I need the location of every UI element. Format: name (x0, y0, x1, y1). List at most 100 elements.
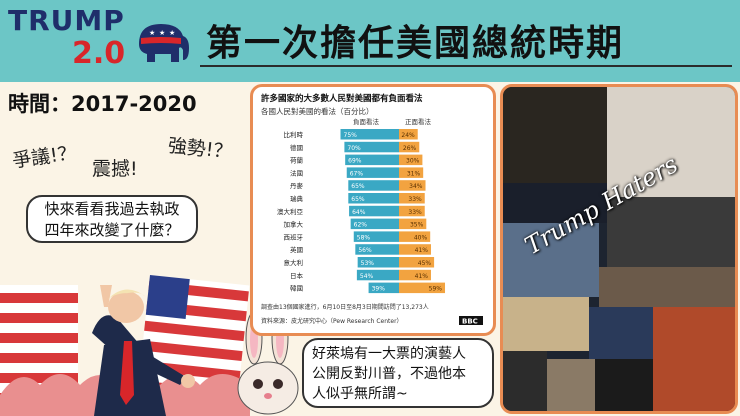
bar-negative (348, 193, 399, 204)
bar-positive (399, 180, 426, 191)
chart-source: 資料來源：皮尤研究中心（Pew Research Center） (261, 317, 403, 325)
bar-negative (346, 167, 399, 178)
bbc-logo (459, 316, 483, 325)
speech-line-2: 四年來改變了什麼？ (44, 221, 180, 239)
pew-opinion-chart: 許多國家的大多數人民對美國都有負面看法 各國人民對美國的看法（百分比） 負面看法… (261, 93, 483, 326)
category-label: 丹麥 (290, 181, 304, 190)
republican-elephant-icon: ★ ★ ★ (139, 24, 189, 62)
chart-card: 許多國家的大多數人民對美國都有負面看法 各國人民對美國的看法（百分比） 負面看法… (250, 84, 496, 336)
category-label: 英國 (290, 245, 303, 254)
bbc-brand: BBC (462, 318, 478, 326)
photo-tile (607, 197, 735, 267)
bar-positive (399, 154, 423, 166)
bar-negative (353, 231, 399, 242)
bar-negative (357, 257, 399, 268)
bar-negative (340, 129, 399, 140)
category-label: 加拿大 (284, 220, 304, 229)
category-label: 日本 (290, 271, 304, 280)
bar-positive (399, 193, 425, 204)
svg-text:★: ★ (159, 29, 165, 37)
svg-text:★: ★ (149, 29, 155, 37)
value-label-positive: 31% (407, 170, 421, 177)
bar-negative (348, 180, 399, 191)
category-label: 澳大利亞 (277, 207, 304, 216)
trump-cartoon-illustration (0, 275, 250, 416)
photo-tile (595, 359, 653, 411)
category-label: 瑞典 (290, 194, 304, 203)
legend-positive: 正面看法 (405, 117, 432, 126)
value-label-negative: 58% (357, 234, 371, 241)
value-label-negative: 39% (372, 286, 386, 293)
value-label-positive: 41% (415, 273, 429, 280)
chart-title: 許多國家的大多數人民對美國都有負面看法 (261, 93, 423, 104)
logo-word: TRUMP (8, 4, 125, 37)
value-label-negative: 65% (351, 183, 365, 190)
speech-bubble: 快來看看我過去執政 四年來改變了什麼？ (26, 195, 198, 243)
title-underline (200, 65, 732, 67)
bar-positive (399, 269, 431, 281)
header-banner (0, 0, 740, 82)
category-label: 法國 (290, 168, 303, 177)
value-label-positive: 59% (429, 286, 443, 293)
bar-negative (355, 244, 399, 255)
logo-version: 2.0 (72, 36, 126, 71)
page-title: 第一次擔任美國總統時期 (206, 23, 625, 64)
photo-tile (503, 183, 607, 223)
value-label-positive: 26% (403, 145, 417, 152)
photo-tile (599, 267, 735, 307)
photo-tile (653, 307, 735, 411)
photo-tile (607, 87, 735, 197)
flag-right (136, 275, 250, 415)
shout-strong: 強勢!？ (166, 134, 234, 164)
value-label-negative: 56% (358, 247, 372, 254)
chart-note: 調查由13個國家進行，6月10日至8月3日期間訪問了13,273人 (261, 303, 429, 311)
legend-negative: 負面看法 (353, 117, 380, 126)
speech-line-1: 快來看看我過去執政 (44, 200, 180, 218)
value-label-negative: 65% (351, 196, 365, 203)
bar-negative (345, 154, 399, 166)
bar-positive (399, 167, 424, 178)
value-label-positive: 30% (406, 158, 420, 165)
rabbit-speech-bubble: 好萊塢有一大票的演藝人 公開反對川普，不過他本 人似乎無所謂~ (302, 338, 494, 408)
rabbit-line-3: 人似乎無所謂~ (312, 386, 408, 402)
chart-bars: 比利時 75% 24% 德國 70% 26% 荷蘭 69% 30% 法國 67% 31% 丹麥 65% 34… (277, 129, 446, 294)
category-label: 德國 (290, 143, 303, 152)
photo-tile (503, 351, 547, 411)
bar-positive (399, 244, 431, 255)
bar-positive (399, 129, 418, 140)
bar-positive (399, 282, 446, 294)
value-label-negative: 53% (361, 260, 375, 267)
bar-positive (399, 141, 420, 153)
rabbit-line-1: 好萊塢有一大票的演藝人 (312, 346, 466, 362)
value-label-negative: 75% (344, 132, 358, 139)
photo-tile (503, 297, 589, 351)
category-label: 荷蘭 (290, 156, 304, 165)
value-label-positive: 35% (410, 222, 424, 229)
photo-tile (503, 223, 599, 297)
bar-negative (368, 282, 399, 294)
bar-positive (399, 205, 425, 217)
svg-text:★: ★ (169, 29, 175, 37)
bar-positive (399, 218, 427, 230)
category-label: 意大利 (284, 258, 304, 267)
rabbit-mascot-icon (237, 312, 299, 415)
bar-positive (399, 231, 431, 242)
shout-controversy: 爭議!？ (10, 141, 79, 173)
value-label-negative: 69% (348, 158, 362, 165)
value-label-positive: 33% (408, 196, 422, 203)
bar-negative (356, 269, 399, 281)
value-label-negative: 62% (354, 222, 368, 229)
category-label: 西班牙 (284, 232, 304, 241)
value-label-positive: 34% (409, 183, 423, 190)
bar-negative (344, 141, 399, 153)
value-label-positive: 40% (414, 234, 428, 241)
value-label-negative: 54% (360, 273, 374, 280)
chart-subtitle: 各國人民對美國的看法（百分比） (261, 106, 374, 116)
photo-tile (503, 87, 607, 183)
photo-tile (547, 359, 595, 411)
bar-negative (349, 205, 399, 217)
photo-tile (589, 307, 653, 359)
bar-positive (399, 257, 435, 268)
category-label: 韓國 (290, 284, 303, 293)
value-label-positive: 41% (415, 247, 429, 254)
